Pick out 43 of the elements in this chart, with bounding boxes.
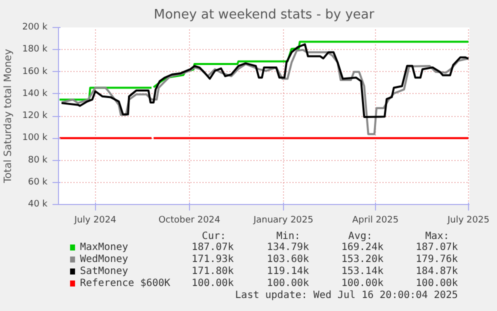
line-series xyxy=(60,48,470,136)
y-tick-label: 160 k xyxy=(22,66,48,77)
legend-label: WedMoney xyxy=(80,254,128,265)
text: 187.07k xyxy=(416,242,458,253)
text: 119.14k xyxy=(266,266,310,277)
text: Avg: xyxy=(348,231,372,242)
legend-label: Reference $600K xyxy=(80,278,170,289)
text: 184.87k xyxy=(416,266,458,277)
y-tick-label: 140 k xyxy=(22,88,48,99)
y-tick-label: 120 k xyxy=(22,111,48,121)
y-tick-label: 180 k xyxy=(22,44,48,55)
text: 100.00k xyxy=(192,278,234,289)
text: Cur: xyxy=(202,231,226,242)
text: Max: xyxy=(425,231,450,242)
y-tick-label: 80 k xyxy=(28,155,48,166)
text: 179.76k xyxy=(416,254,458,265)
y-tick-label: 100 k xyxy=(22,133,48,144)
legend-label: MaxMoney xyxy=(80,242,128,253)
text: 171.80k xyxy=(192,266,234,277)
text: 103.60k xyxy=(266,254,310,265)
line-series xyxy=(60,43,470,118)
text: Last update: Wed Jul 16 20:00:04 2025 xyxy=(235,290,458,301)
chart-title: Money at weekend stats - by year xyxy=(154,8,375,22)
y-tick-label: 60 k xyxy=(28,177,48,188)
text: 100.00k xyxy=(341,278,384,289)
text: 153.20k xyxy=(341,254,384,265)
text: 153.14k xyxy=(341,266,384,277)
x-tick-label: October 2024 xyxy=(158,216,221,226)
text: 100.00k xyxy=(416,278,458,289)
text: 169.24k xyxy=(341,242,384,253)
x-tick-label: January 2025 xyxy=(252,216,314,226)
text: 134.79k xyxy=(266,242,310,253)
y-tick-label: 40 k xyxy=(28,200,48,210)
y-tick-label: 200 k xyxy=(22,22,48,32)
text: 187.07k xyxy=(192,242,234,253)
y-axis-title: Total Saturday total Money xyxy=(3,48,14,184)
legend-label: SatMoney xyxy=(80,266,128,277)
x-tick-label: April 2025 xyxy=(352,216,399,226)
x-tick-label: July 2024 xyxy=(73,216,117,226)
text: Min: xyxy=(276,231,300,242)
text: 100.00k xyxy=(266,278,310,289)
text: 171.93k xyxy=(192,254,234,265)
x-tick-label: July 2025 xyxy=(446,216,490,226)
